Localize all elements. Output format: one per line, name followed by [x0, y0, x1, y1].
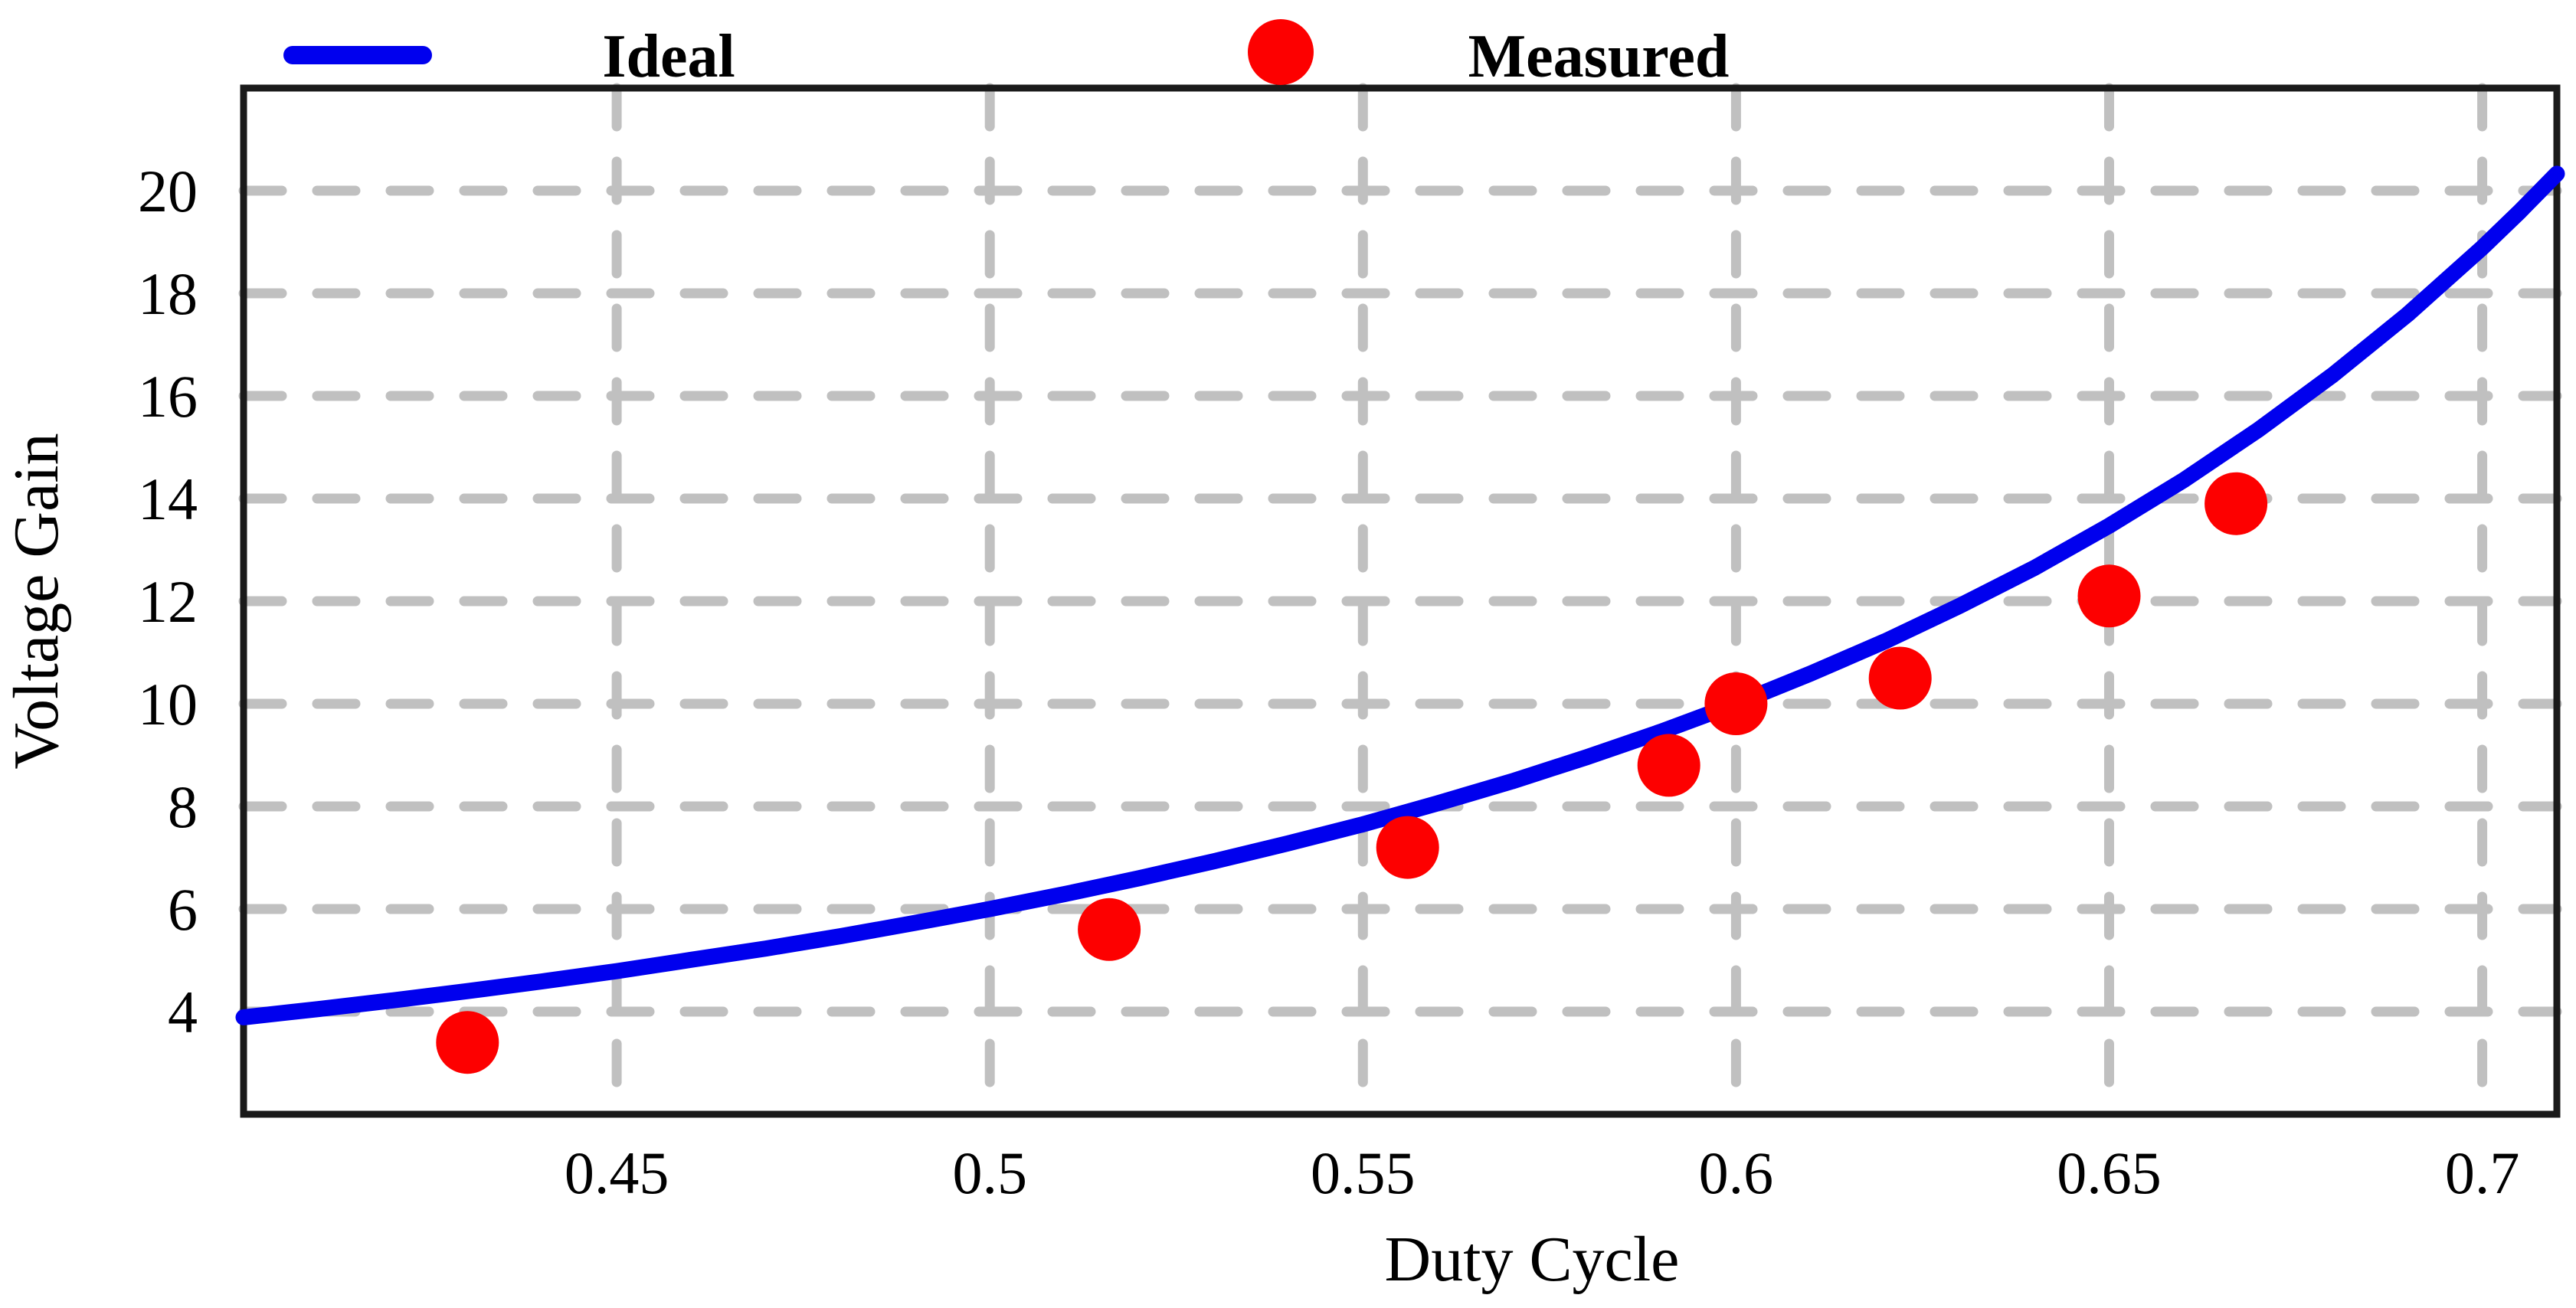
measured-dot-swatch-icon	[1248, 19, 1314, 85]
x-tick-label: 0.55	[1311, 1140, 1416, 1206]
measured-point	[1637, 734, 1700, 797]
y-tick-label: 16	[138, 363, 198, 430]
x-tick-label: 0.5	[952, 1140, 1027, 1206]
measured-point	[2077, 564, 2141, 628]
x-tick-label: 0.7	[2445, 1140, 2520, 1206]
y-tick-label: 8	[168, 773, 198, 840]
y-tick-label: 20	[138, 158, 198, 224]
measured-point	[2204, 472, 2268, 535]
plot-frame	[240, 84, 2561, 1118]
x-tick-label: 0.45	[565, 1140, 669, 1206]
y-tick-label: 10	[138, 671, 198, 737]
measured-point	[1376, 816, 1439, 879]
legend-measured-label: Measured	[1468, 23, 1730, 90]
y-tick-label: 12	[138, 568, 198, 635]
measured-point	[1078, 898, 1141, 961]
y-axis-tick-labels: 4 6 8 10 12 14 16 18 20	[138, 158, 198, 1045]
measured-data-points	[436, 472, 2268, 1074]
legend-ideal-label: Ideal	[602, 23, 735, 90]
y-axis-label: Voltage Gain	[1, 433, 72, 769]
legend: Ideal Measured	[283, 19, 1730, 90]
y-tick-label: 4	[168, 979, 198, 1045]
ideal-curve-line	[235, 165, 2565, 1025]
x-tick-label: 0.65	[2057, 1140, 2162, 1206]
measured-point	[1868, 646, 1932, 710]
y-tick-label: 14	[138, 466, 198, 532]
x-tick-label: 0.6	[1699, 1140, 1774, 1206]
y-tick-label: 6	[168, 876, 198, 943]
gridlines	[238, 83, 2562, 1120]
measured-point	[1704, 672, 1768, 735]
x-axis-label: Duty Cycle	[1385, 1224, 1680, 1295]
y-tick-label: 18	[138, 260, 198, 327]
x-axis-tick-labels: 0.45 0.5 0.55 0.6 0.65 0.7	[565, 1140, 2520, 1206]
measured-point	[436, 1011, 499, 1074]
